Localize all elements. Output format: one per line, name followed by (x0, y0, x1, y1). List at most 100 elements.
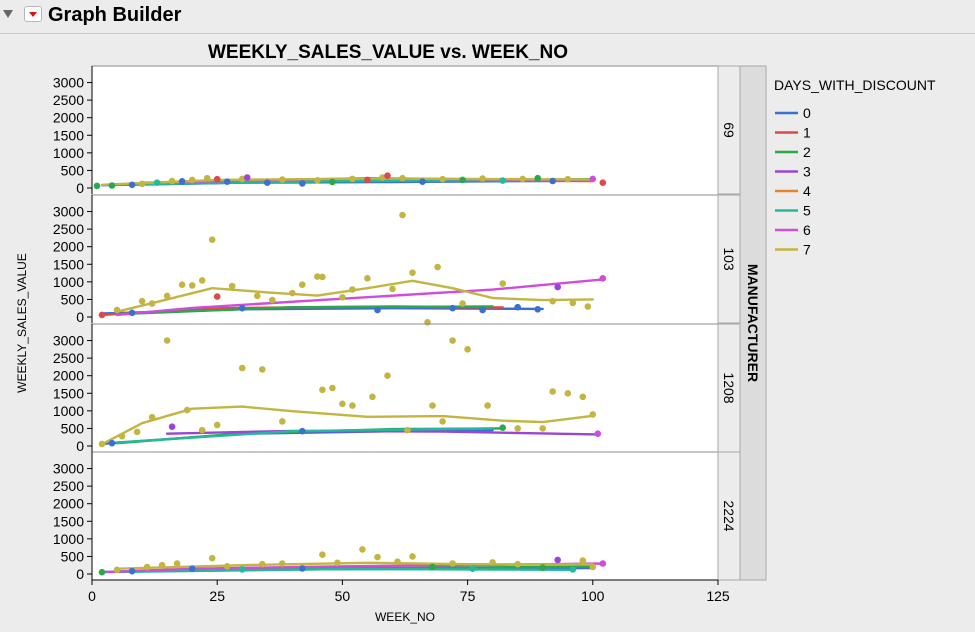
y-tick-label: 0 (76, 180, 84, 196)
data-point (229, 283, 236, 290)
data-point (109, 182, 116, 189)
legend-item-label: 0 (803, 105, 811, 121)
x-tick-label: 0 (88, 588, 96, 604)
data-point (369, 394, 376, 401)
data-point (434, 264, 441, 271)
data-point (590, 411, 597, 418)
data-point (224, 563, 231, 570)
y-tick-label: 3000 (53, 204, 84, 220)
data-point (600, 275, 607, 282)
data-point (169, 178, 176, 185)
data-point (499, 177, 506, 184)
legend-item-label: 3 (803, 164, 811, 180)
y-tick-label: 0 (76, 438, 84, 454)
data-point (570, 300, 577, 307)
y-tick-label: 1500 (53, 256, 84, 272)
data-point (389, 286, 396, 293)
data-point (489, 559, 496, 566)
data-point (469, 565, 476, 572)
data-point (565, 176, 572, 183)
y-tick-label: 500 (61, 420, 85, 436)
x-axis: 0 25 50 75 100 125 (88, 580, 730, 604)
data-point (429, 564, 436, 571)
legend-item-label: 4 (803, 183, 811, 199)
data-point (319, 551, 326, 558)
data-point (334, 560, 341, 567)
data-point (339, 401, 346, 408)
data-point (549, 388, 556, 395)
facet-label: 103 (721, 247, 737, 271)
data-point (399, 175, 406, 182)
data-point (449, 337, 456, 344)
data-point (534, 175, 541, 182)
y-tick-label: 0 (76, 566, 84, 582)
data-point (224, 178, 231, 185)
y-tick-label: 3000 (53, 333, 84, 349)
data-point (244, 174, 251, 181)
data-point (239, 305, 246, 312)
legend-item-label: 6 (803, 222, 811, 238)
data-point (189, 282, 196, 289)
data-point (289, 290, 296, 297)
data-point (299, 281, 306, 288)
data-point (329, 385, 336, 392)
data-point (329, 179, 336, 186)
data-point (119, 433, 126, 440)
data-point (169, 423, 176, 430)
data-point (259, 561, 266, 568)
data-point (394, 558, 401, 565)
data-point (570, 566, 577, 573)
data-point (199, 427, 206, 434)
data-point (189, 177, 196, 184)
chart-title: WEEKLY_SALES_VALUE vs. WEEK_NO (208, 42, 568, 63)
data-point (449, 560, 456, 567)
data-point (174, 560, 181, 567)
y-tick-label: 2000 (53, 110, 84, 126)
data-point (199, 277, 206, 284)
data-point (384, 172, 391, 179)
data-point (319, 387, 326, 394)
data-point (514, 304, 521, 311)
data-point (94, 183, 101, 190)
data-point (459, 177, 466, 184)
data-point (409, 553, 416, 560)
data-point (189, 565, 196, 572)
data-point (409, 269, 416, 276)
data-point (580, 557, 587, 564)
data-point (539, 425, 546, 432)
data-point (590, 176, 597, 183)
data-point (479, 307, 486, 314)
data-point (600, 560, 607, 567)
data-point (144, 564, 151, 571)
y-tick-label: 2000 (53, 239, 84, 255)
facet-label: 2224 (721, 500, 737, 531)
data-point (209, 236, 216, 243)
data-point (484, 402, 491, 409)
data-point (429, 402, 436, 409)
data-point (319, 274, 326, 281)
data-point (99, 441, 106, 448)
data-point (359, 546, 366, 553)
data-point (179, 281, 186, 288)
data-point (214, 176, 221, 183)
data-point (424, 319, 431, 326)
data-point (299, 565, 306, 572)
legend: 0 1 2 3 4 5 6 7 (775, 105, 811, 258)
data-point (554, 557, 561, 564)
y-tick-label: 500 (61, 162, 85, 178)
data-point (139, 181, 146, 188)
y-axis-label: WEEKLY_SALES_VALUE (15, 253, 29, 393)
data-point (279, 560, 286, 567)
data-point (514, 561, 521, 568)
data-point (600, 179, 607, 186)
data-point (534, 306, 541, 313)
data-point (239, 566, 246, 573)
y-tick-label: 1000 (53, 531, 84, 547)
y-tick-label: 1500 (53, 127, 84, 143)
y-tick-label: 1500 (53, 385, 84, 401)
legend-item-label: 7 (803, 242, 811, 258)
facet-title: MANUFACTURER (745, 264, 761, 382)
data-point (139, 298, 146, 305)
x-tick-label: 125 (706, 588, 730, 604)
